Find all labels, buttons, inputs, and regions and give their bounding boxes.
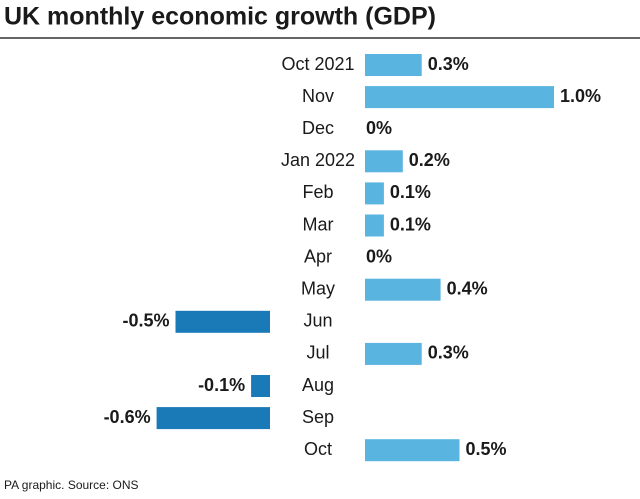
category-label: May	[301, 278, 335, 298]
bar	[365, 214, 384, 237]
bar	[156, 407, 270, 430]
category-label: Dec	[302, 118, 334, 138]
value-label: 0.3%	[428, 343, 469, 363]
category-label: Jan 2022	[281, 150, 355, 170]
value-label: 1.0%	[560, 86, 601, 106]
bar	[365, 182, 384, 205]
bar	[251, 375, 270, 397]
category-label: Oct	[304, 439, 332, 459]
category-label: Oct 2021	[281, 54, 354, 74]
category-label: Feb	[302, 182, 333, 202]
category-label: Apr	[304, 246, 332, 266]
bar	[365, 278, 441, 301]
value-label: 0.4%	[447, 278, 488, 298]
value-label: 0.3%	[428, 54, 469, 74]
bar	[365, 54, 422, 76]
source-note: PA graphic. Source: ONS	[4, 478, 139, 492]
category-label: Nov	[302, 86, 334, 106]
category-label: Aug	[302, 375, 334, 395]
value-label: 0.1%	[390, 214, 431, 234]
value-label: 0.2%	[409, 150, 450, 170]
bar	[365, 439, 460, 462]
value-label: -0.6%	[104, 407, 151, 427]
category-label: Sep	[302, 407, 334, 427]
bar	[365, 342, 422, 365]
bar	[365, 150, 403, 173]
bar	[175, 310, 270, 333]
value-label: 0%	[366, 246, 392, 266]
category-label: Jul	[306, 343, 329, 363]
category-label: Mar	[303, 214, 334, 234]
chart-title: UK monthly economic growth (GDP)	[4, 3, 436, 31]
value-label: 0.1%	[390, 182, 431, 202]
value-label: -0.5%	[122, 311, 169, 331]
category-label: Jun	[303, 311, 332, 331]
value-label: 0.5%	[466, 439, 507, 459]
bar	[365, 86, 554, 109]
value-label: 0%	[366, 118, 392, 138]
value-label: -0.1%	[198, 375, 245, 395]
